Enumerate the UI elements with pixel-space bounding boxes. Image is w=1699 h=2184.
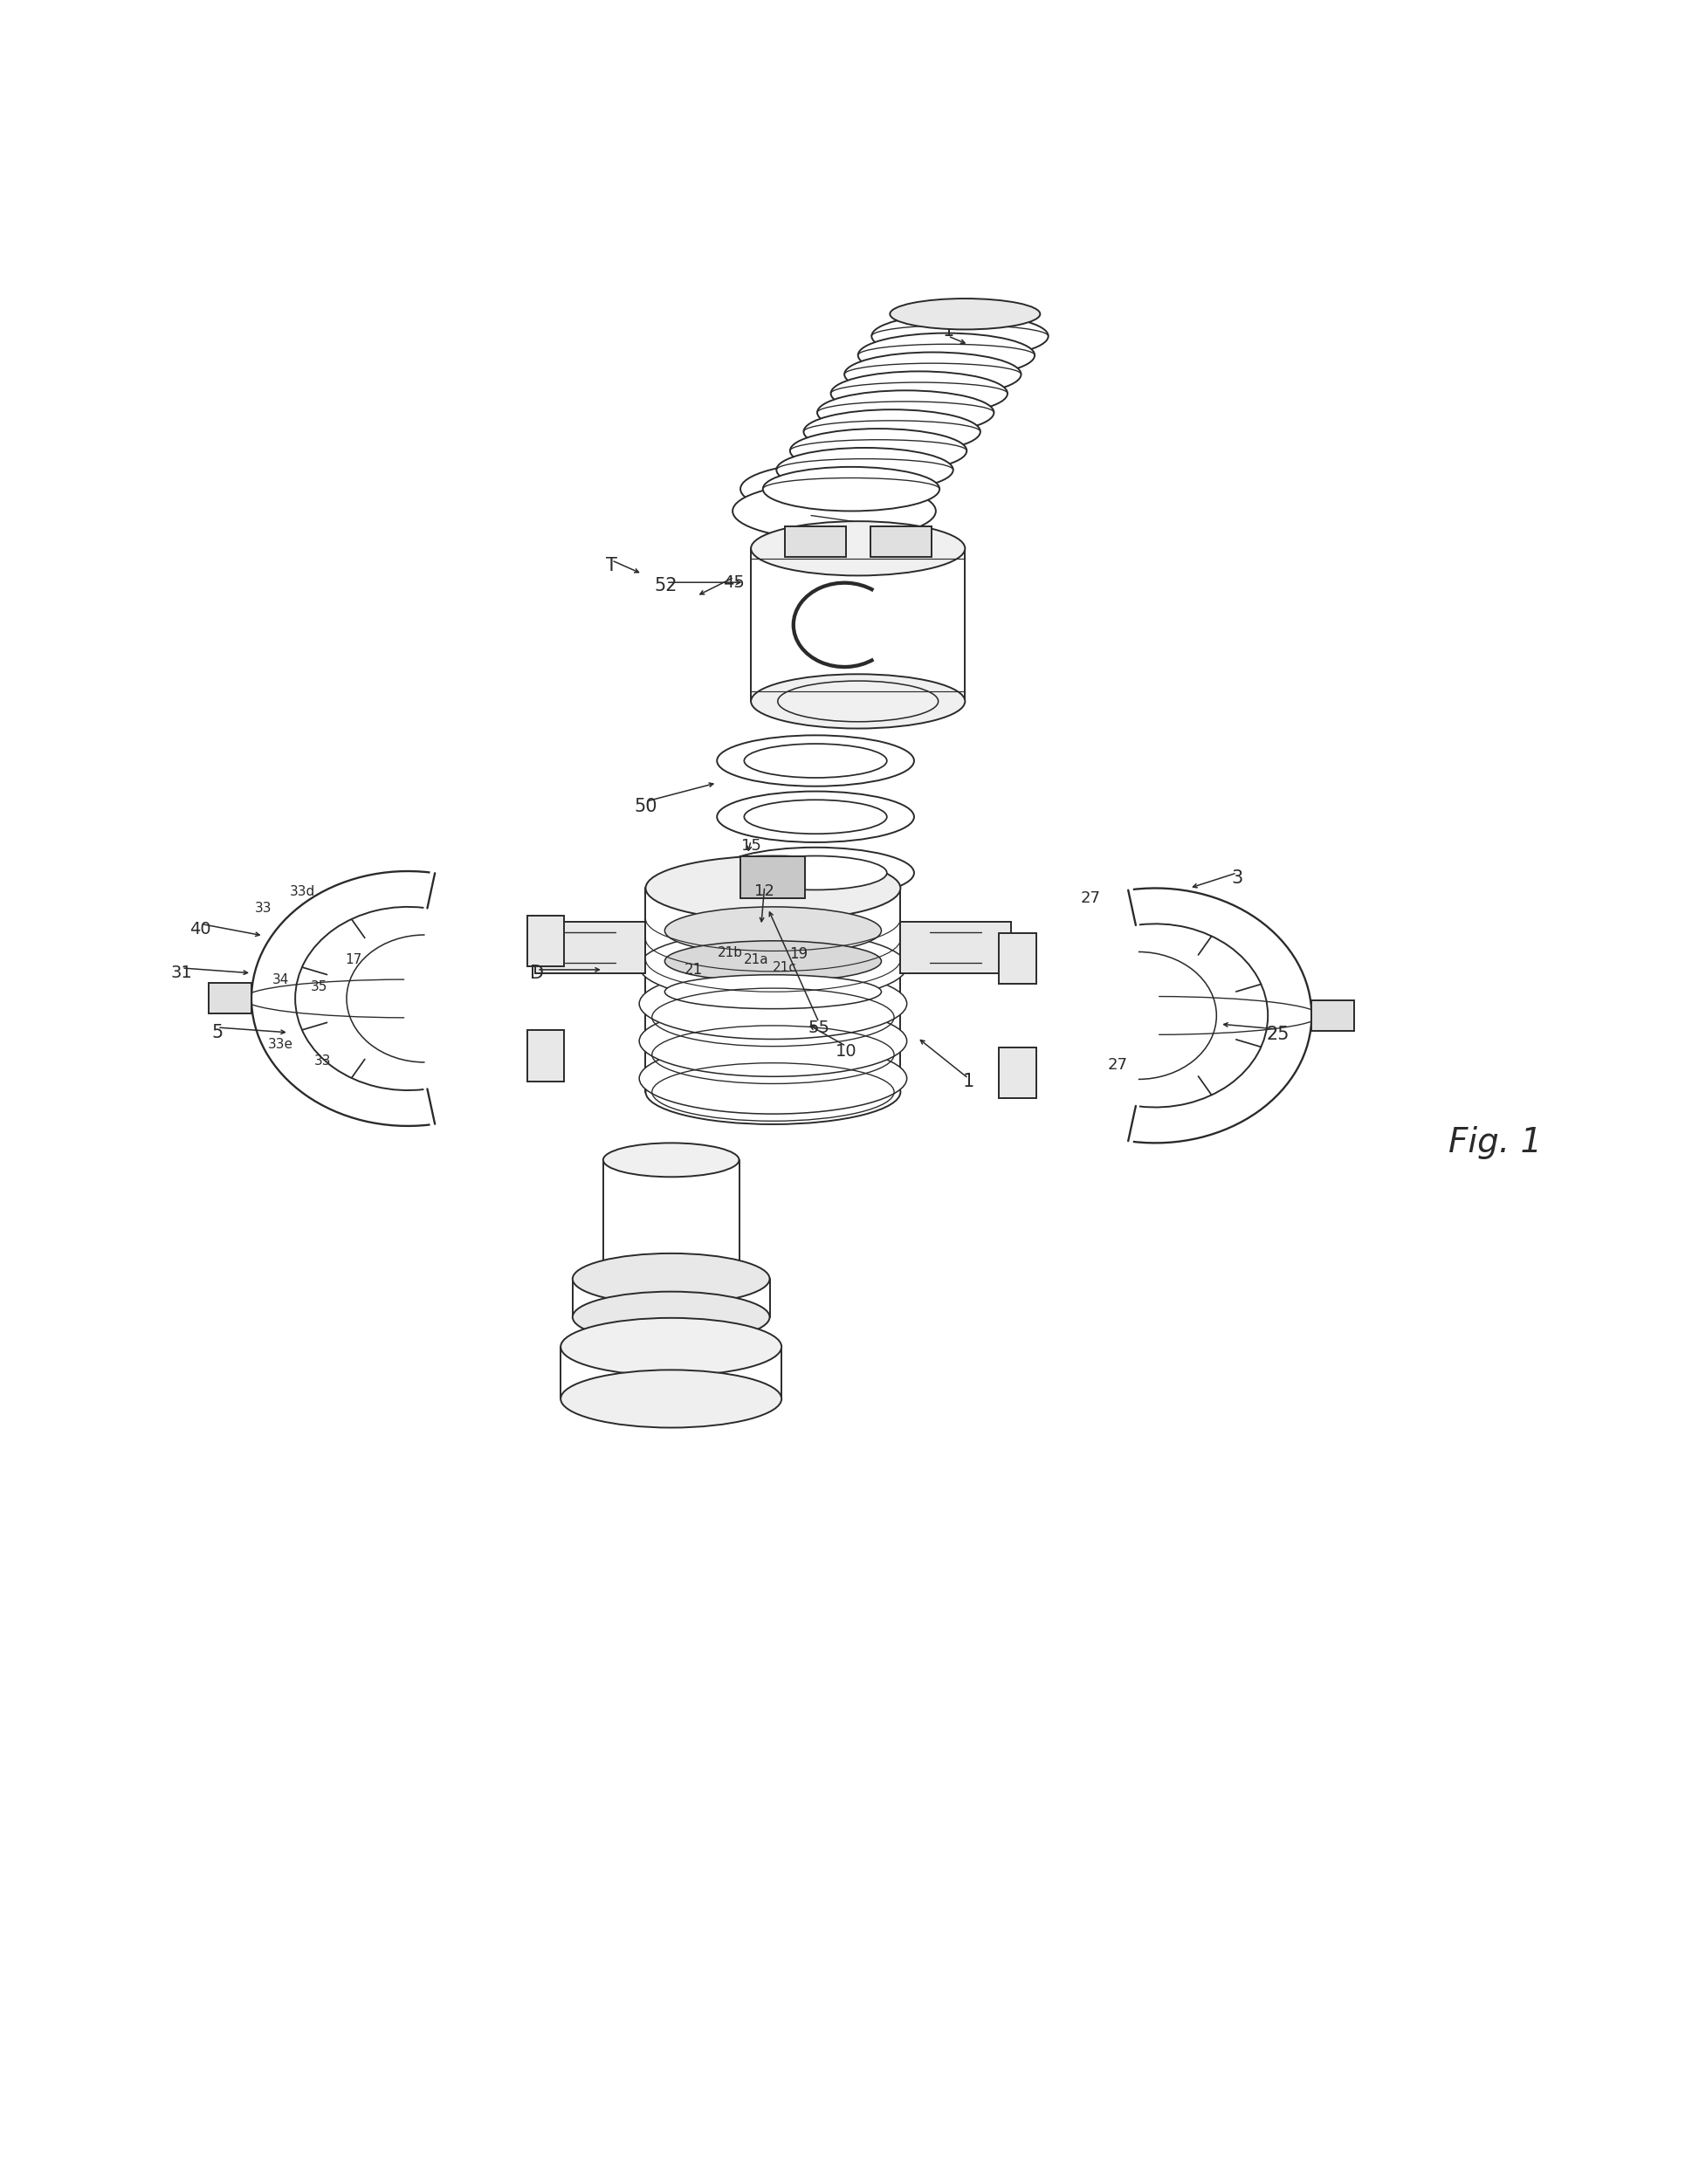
Text: 25: 25 — [1266, 1026, 1290, 1044]
Text: 27: 27 — [1108, 1057, 1128, 1072]
Text: 34: 34 — [272, 974, 289, 987]
Ellipse shape — [646, 1059, 900, 1125]
Ellipse shape — [744, 745, 887, 778]
Ellipse shape — [664, 974, 882, 1009]
Ellipse shape — [732, 483, 936, 539]
Ellipse shape — [639, 968, 907, 1040]
Text: D: D — [530, 965, 544, 983]
Text: 27: 27 — [1081, 891, 1101, 906]
Text: 21a: 21a — [744, 952, 768, 965]
Text: 33e: 33e — [268, 1037, 292, 1051]
Text: C: C — [916, 301, 929, 319]
Ellipse shape — [664, 941, 882, 981]
Ellipse shape — [790, 428, 967, 472]
Bar — [870, 526, 931, 557]
Ellipse shape — [744, 856, 887, 889]
Ellipse shape — [639, 1005, 907, 1077]
Ellipse shape — [763, 467, 940, 511]
Ellipse shape — [639, 1044, 907, 1114]
Ellipse shape — [744, 799, 887, 834]
Ellipse shape — [664, 906, 882, 954]
Text: 40: 40 — [190, 922, 211, 937]
Text: 1: 1 — [943, 323, 953, 341]
Ellipse shape — [717, 847, 914, 898]
Text: Fig. 1: Fig. 1 — [1448, 1127, 1543, 1160]
Ellipse shape — [872, 314, 1048, 358]
Ellipse shape — [858, 334, 1035, 378]
Text: 1: 1 — [963, 1072, 974, 1090]
Bar — [1312, 1000, 1354, 1031]
Text: 19: 19 — [790, 946, 807, 963]
Bar — [999, 933, 1036, 983]
Bar — [900, 922, 1011, 974]
Text: 35: 35 — [311, 981, 328, 994]
Text: 17: 17 — [345, 952, 362, 965]
Bar — [209, 983, 251, 1013]
Text: 55: 55 — [809, 1020, 829, 1035]
Ellipse shape — [646, 856, 900, 919]
Bar — [527, 1031, 564, 1081]
Text: 21b: 21b — [719, 946, 742, 959]
Ellipse shape — [890, 299, 1040, 330]
Ellipse shape — [573, 1254, 770, 1304]
Text: 33d: 33d — [289, 885, 316, 898]
Text: 21c: 21c — [773, 961, 797, 974]
Ellipse shape — [603, 1142, 739, 1177]
Text: 52: 52 — [654, 577, 678, 594]
Ellipse shape — [561, 1317, 782, 1376]
Text: 45: 45 — [724, 574, 744, 590]
Ellipse shape — [573, 1291, 770, 1343]
Ellipse shape — [717, 736, 914, 786]
Ellipse shape — [751, 522, 965, 577]
Ellipse shape — [817, 391, 994, 435]
Text: 33: 33 — [255, 902, 272, 915]
Text: 31: 31 — [172, 965, 192, 981]
Text: T: T — [607, 557, 617, 574]
Text: 50: 50 — [634, 797, 658, 815]
Bar — [999, 1048, 1036, 1099]
Ellipse shape — [844, 352, 1021, 397]
Text: 33: 33 — [314, 1055, 331, 1068]
Bar — [741, 856, 805, 898]
Ellipse shape — [639, 930, 907, 1002]
Text: 3: 3 — [1232, 869, 1242, 887]
Ellipse shape — [804, 411, 980, 454]
Ellipse shape — [831, 371, 1008, 415]
Bar — [785, 526, 846, 557]
Ellipse shape — [741, 463, 934, 515]
Ellipse shape — [717, 791, 914, 843]
Text: 10: 10 — [836, 1044, 856, 1059]
Text: 15: 15 — [741, 839, 761, 854]
Bar — [535, 922, 646, 974]
Ellipse shape — [776, 448, 953, 491]
Text: 12: 12 — [754, 885, 775, 900]
Ellipse shape — [561, 1369, 782, 1428]
Text: 5: 5 — [212, 1024, 223, 1042]
Ellipse shape — [751, 675, 965, 729]
Text: 21: 21 — [685, 961, 702, 978]
Bar — [527, 915, 564, 968]
